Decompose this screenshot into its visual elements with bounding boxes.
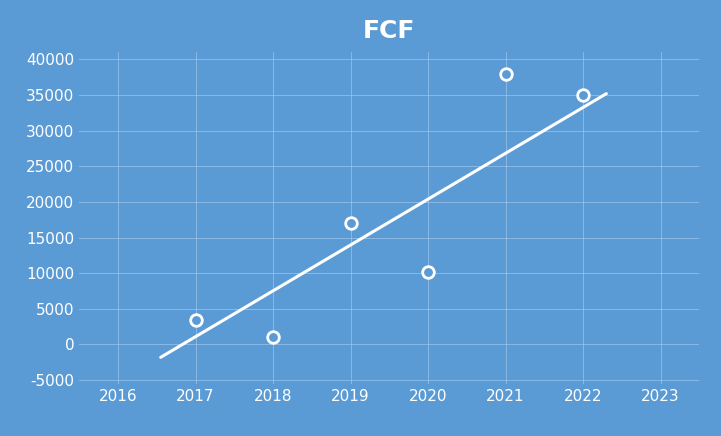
Title: FCF: FCF bbox=[363, 20, 415, 44]
Point bbox=[190, 316, 201, 323]
Point bbox=[578, 92, 589, 99]
Point bbox=[267, 334, 279, 341]
Point bbox=[345, 220, 356, 227]
Point bbox=[423, 268, 434, 275]
Point bbox=[500, 70, 511, 77]
